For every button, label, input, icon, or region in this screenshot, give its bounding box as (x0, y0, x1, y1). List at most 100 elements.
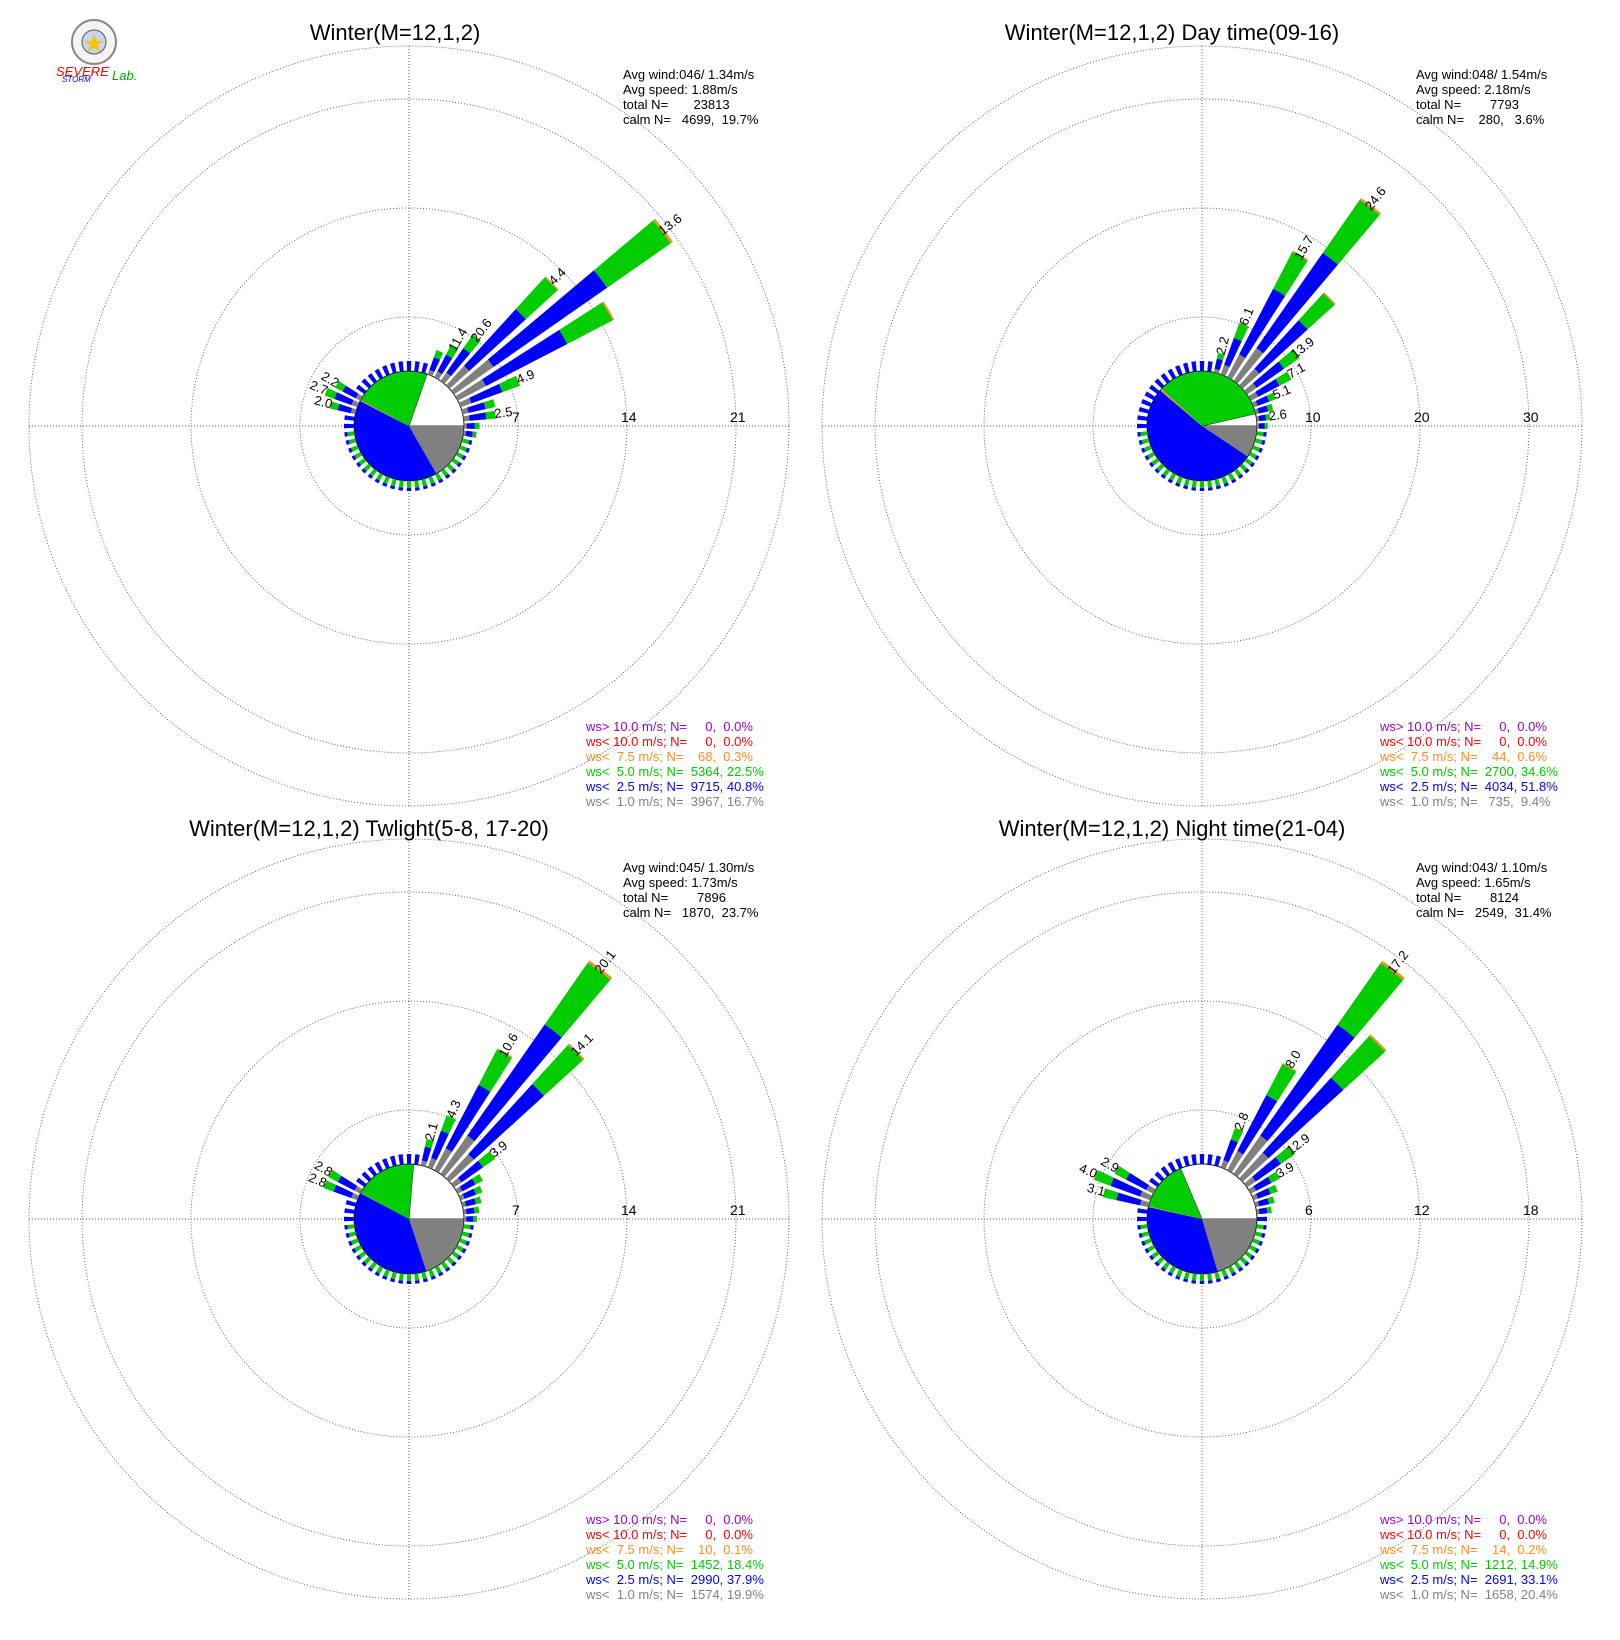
minor-direction-cap (398, 487, 404, 491)
minor-direction-cap (465, 447, 470, 453)
ring-label: 10 (1305, 409, 1321, 425)
peak-label: 15.7 (1291, 233, 1317, 262)
pie-slice-gray (1202, 1219, 1257, 1272)
direction-bar-orange (1271, 403, 1274, 411)
minor-direction-cap (374, 478, 380, 484)
direction-bar-blue (1257, 405, 1269, 414)
minor-direction-bar (1147, 1244, 1156, 1252)
minor-direction-bar (347, 423, 355, 429)
direction-bar-blue (445, 1084, 491, 1152)
direction-bar-orange (496, 1048, 513, 1059)
minor-direction-bar (1254, 1231, 1263, 1238)
minor-direction-cap (1149, 384, 1155, 390)
direction-bar-green (1322, 199, 1380, 265)
ring-label: 14 (621, 1202, 637, 1218)
minor-direction-cap (445, 473, 451, 479)
direction-bar-blue (1258, 414, 1267, 422)
direction-bar-blue (487, 270, 608, 368)
minor-direction-cap (1167, 1271, 1173, 1277)
legend-entry: ws< 5.0 m/s; N= 5364, 22.5% (585, 764, 764, 779)
direction-bar-gray (434, 1148, 452, 1173)
direction-bar-green (478, 1151, 496, 1168)
direction-bar-blue (1256, 252, 1338, 354)
direction-bar-blue (429, 357, 441, 372)
minor-direction-bar (440, 1261, 449, 1270)
peak-label: 2.8 (306, 1170, 328, 1191)
direction-bar-blue (437, 354, 453, 375)
minor-direction-cap (1261, 1232, 1266, 1239)
direction-bar-gray (458, 1193, 465, 1201)
direction-bar-gray (355, 393, 363, 401)
minor-direction-bar (1140, 431, 1148, 437)
minor-direction-cap (1175, 365, 1181, 370)
direction-bar-green (1216, 352, 1225, 361)
minor-direction-cap (465, 1240, 470, 1246)
minor-direction-cap (1136, 1216, 1141, 1222)
direction-bar-green (1273, 252, 1308, 296)
legend-entry: ws< 7.5 m/s; N= 10, 0.1% (585, 1542, 753, 1557)
minor-direction-bar (406, 480, 412, 488)
legend-entry: ws< 10.0 m/s; N= 0, 0.0% (1379, 734, 1547, 749)
direction-bar-orange (1272, 1196, 1275, 1204)
minor-direction-cap (351, 1248, 357, 1254)
range-ring (81, 98, 737, 754)
direction-bar-orange (478, 1206, 480, 1213)
minor-direction-cap (1249, 462, 1255, 468)
minor-direction-cap (1167, 1161, 1173, 1167)
minor-direction-cap (1144, 455, 1150, 461)
direction-bar-blue (459, 1178, 476, 1192)
direction-bar-gray (434, 371, 443, 380)
minor-direction-cap (1215, 485, 1222, 490)
minor-direction-bar (1141, 1231, 1150, 1238)
legend-entry: ws< 5.0 m/s; N= 2700, 34.6% (1379, 764, 1558, 779)
minor-direction-bar (1252, 1238, 1261, 1245)
direction-bar-green (1114, 1165, 1130, 1180)
minor-direction-cap (1175, 1275, 1181, 1280)
minor-direction-cap (445, 1266, 451, 1272)
minor-direction-cap (438, 1271, 444, 1277)
minor-direction-bar (1176, 1160, 1183, 1169)
stats-line: Avg speed: 1.88m/s (623, 82, 738, 97)
minor-direction-bar (451, 457, 460, 466)
direction-bar-gray (1220, 1160, 1229, 1170)
minor-direction-cap (1215, 1278, 1222, 1283)
direction-bar-blue (464, 309, 526, 371)
direction-bar-green (1268, 1184, 1278, 1195)
windrose-panel-1: 7 14 214.411.420.613.64.92.52.02.72.2Winte… (28, 20, 790, 809)
logo-line3: Lab. (112, 68, 137, 83)
minor-direction-cap (398, 361, 404, 365)
direction-bar-blue (1224, 337, 1242, 368)
direction-bar-green (473, 1215, 477, 1223)
minor-direction-cap (1207, 1280, 1213, 1284)
minor-direction-bar (1199, 480, 1205, 488)
minor-direction-cap (468, 439, 473, 446)
direction-bar-blue (1239, 288, 1286, 359)
direction-bar-orange (479, 1196, 482, 1204)
direction-bar-orange (479, 1174, 484, 1181)
range-ring (81, 891, 737, 1547)
minor-direction-bar (1256, 1224, 1264, 1230)
minor-direction-bar (350, 1238, 359, 1245)
direction-bar-blue (337, 1175, 358, 1191)
minor-direction-bar (455, 1244, 464, 1252)
minor-direction-bar (421, 365, 428, 374)
minor-direction-bar (347, 1208, 355, 1214)
direction-bar-gray (1244, 383, 1257, 395)
direction-bar-green (1298, 293, 1335, 330)
pie-slice-orange (1148, 1206, 1202, 1219)
minor-direction-bar (369, 1168, 378, 1177)
direction-bar-green (433, 350, 444, 360)
minor-direction-bar (1176, 476, 1183, 485)
direction-bar-orange (329, 401, 333, 409)
direction-bar-blue (465, 430, 473, 438)
stats-line: Avg speed: 1.73m/s (623, 875, 738, 890)
direction-bar-orange (1380, 960, 1405, 981)
direction-bar-orange (1272, 392, 1276, 400)
direction-bar-blue (1125, 1172, 1150, 1191)
minor-direction-bar (347, 1216, 355, 1222)
direction-bar-blue (465, 1207, 475, 1215)
minor-direction-bar (1256, 431, 1264, 437)
direction-bar-orange (1270, 1206, 1272, 1214)
direction-bar-green (559, 302, 613, 344)
direction-bar-blue (469, 383, 503, 404)
